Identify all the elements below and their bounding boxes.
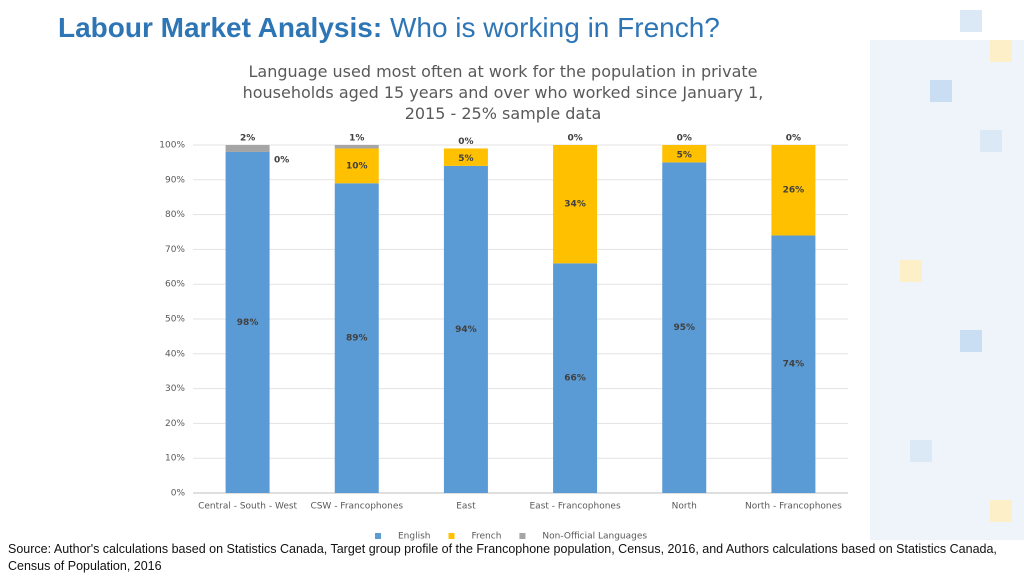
data-label: 0% xyxy=(677,134,692,144)
x-tick-label: North - Francophones xyxy=(745,502,842,512)
decor xyxy=(150,10,1024,550)
decor-tile xyxy=(930,80,952,102)
data-label: 98% xyxy=(237,318,259,328)
y-tick-label: 30% xyxy=(165,384,185,394)
decor-tile xyxy=(960,330,982,352)
x-tick-label: Central - South - West xyxy=(198,502,297,512)
data-label: 5% xyxy=(458,154,473,164)
decor-tile xyxy=(990,40,1012,62)
decor-tile xyxy=(990,500,1012,522)
bar-segment xyxy=(334,148,379,184)
bar-segment xyxy=(443,148,488,166)
y-tick-label: 60% xyxy=(165,280,185,290)
y-tick-label: 70% xyxy=(165,245,185,255)
data-label: 1% xyxy=(349,134,364,144)
decor-tile xyxy=(910,440,932,462)
data-label: 0% xyxy=(567,134,582,144)
legend-swatch xyxy=(519,533,526,539)
data-label: 0% xyxy=(786,134,801,144)
slide-title: Labour Market Analysis: Who is working i… xyxy=(58,12,720,44)
x-tick-label: East xyxy=(456,502,476,512)
data-label: 66% xyxy=(564,374,586,384)
legend-swatch xyxy=(448,533,455,539)
chart-title: Language used most often at work for the… xyxy=(243,62,764,123)
data-label: 0% xyxy=(458,137,473,147)
legend-label: Non-Official Languages xyxy=(542,532,647,542)
bar-segment xyxy=(662,162,707,493)
data-label: 34% xyxy=(564,200,586,210)
data-label: 94% xyxy=(455,325,477,335)
data-label: 2% xyxy=(240,134,255,144)
bar-segment xyxy=(771,145,816,236)
y-tick-label: 10% xyxy=(165,454,185,464)
bar-segment xyxy=(443,165,488,493)
legend-label: French xyxy=(472,532,502,542)
chart-area xyxy=(150,55,868,550)
y-tick-label: 100% xyxy=(159,141,185,151)
data-label: 5% xyxy=(677,151,692,161)
y-tick-label: 90% xyxy=(165,175,185,185)
legend-swatch xyxy=(375,533,381,539)
data-label: 95% xyxy=(673,323,695,333)
legend-label: English xyxy=(398,532,431,542)
y-tick-label: 80% xyxy=(165,210,185,220)
y-tick-label: 40% xyxy=(165,349,185,359)
decor-tile xyxy=(980,130,1002,152)
x-tick-label: East - Francophones xyxy=(530,502,621,512)
bar-segment xyxy=(553,263,598,493)
bar-segment xyxy=(334,183,379,493)
data-label: 0% xyxy=(274,155,289,165)
decor-tile xyxy=(900,260,922,282)
title-lead: Labour Market Analysis: xyxy=(58,12,383,43)
decor-tile xyxy=(960,10,982,32)
bar-segment xyxy=(771,235,816,494)
bar-segment xyxy=(334,145,379,149)
bar-segment xyxy=(553,145,598,264)
bar-segment xyxy=(225,145,270,152)
x-tick-label: North xyxy=(672,502,697,512)
data-label: 89% xyxy=(346,334,368,344)
title-text: Who is working in French? xyxy=(389,12,720,43)
y-tick-label: 0% xyxy=(171,489,186,499)
bar-segment xyxy=(662,145,707,163)
bar-segment xyxy=(225,151,270,493)
data-label: 74% xyxy=(783,360,805,370)
source-note: Source: Author's calculations based on S… xyxy=(8,542,997,573)
y-tick-label: 20% xyxy=(165,419,185,429)
x-tick-label: CSW - Francophones xyxy=(310,502,403,512)
data-label: 26% xyxy=(783,186,805,196)
y-tick-label: 50% xyxy=(165,315,185,325)
decor-panel xyxy=(870,40,1024,540)
data-label: 10% xyxy=(346,161,368,171)
